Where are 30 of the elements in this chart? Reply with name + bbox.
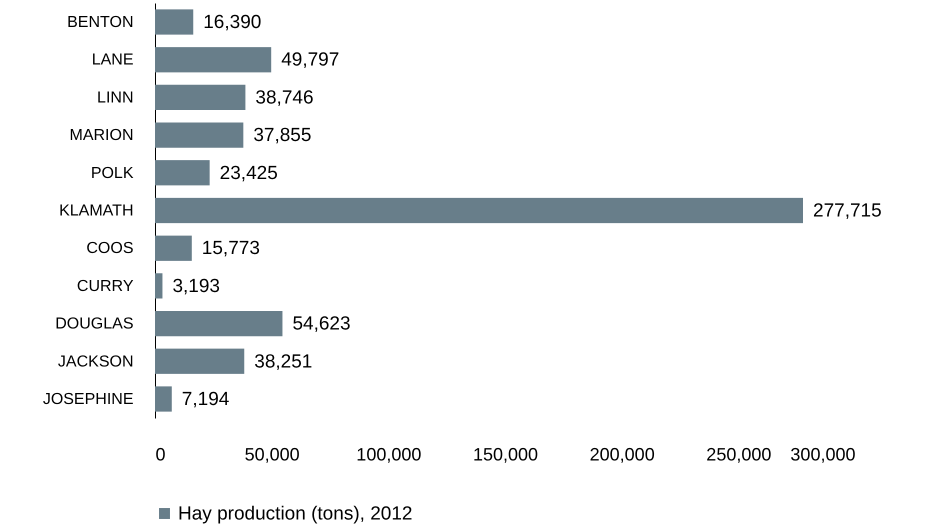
- data-label: 49,797: [281, 50, 340, 71]
- data-label: 15,773: [202, 238, 260, 260]
- x-tick-label: 100,000: [356, 444, 422, 464]
- y-tick-label: LINN: [97, 89, 134, 106]
- data-label: 23,425: [220, 162, 278, 184]
- x-tick-label: 250,000: [706, 444, 772, 464]
- y-tick-label: COOS: [86, 240, 134, 258]
- y-tick-label: DOUGLAS: [55, 316, 134, 333]
- x-tick-label: 0: [156, 444, 166, 464]
- data-label: 3,193: [172, 276, 220, 297]
- legend-label: Hay production (tons), 2012: [178, 504, 412, 524]
- data-label: 37,855: [253, 125, 312, 146]
- y-tick-label: BENTON: [67, 14, 134, 32]
- data-label: 54,623: [292, 314, 351, 335]
- y-tick-label: JACKSON: [58, 353, 134, 370]
- y-tick-label: POLK: [90, 164, 134, 182]
- x-tick-label: 200,000: [590, 444, 655, 464]
- y-tick-label: KLAMATH: [59, 202, 134, 220]
- y-tick-label: CURRY: [76, 278, 134, 295]
- x-tick-label: 50,000: [244, 444, 300, 464]
- data-label: 7,194: [182, 388, 230, 410]
- data-label: 38,746: [255, 87, 314, 108]
- data-label: 277,715: [813, 200, 882, 222]
- data-label: 16,390: [203, 12, 262, 34]
- y-tick-label: JOSEPHINE: [42, 390, 134, 408]
- y-tick-label: MARION: [70, 127, 134, 144]
- x-tick-label: 150,000: [472, 444, 538, 464]
- y-tick-label: LANE: [92, 52, 134, 69]
- x-tick-label: 300,000: [790, 444, 856, 464]
- data-label: 38,251: [254, 351, 312, 372]
